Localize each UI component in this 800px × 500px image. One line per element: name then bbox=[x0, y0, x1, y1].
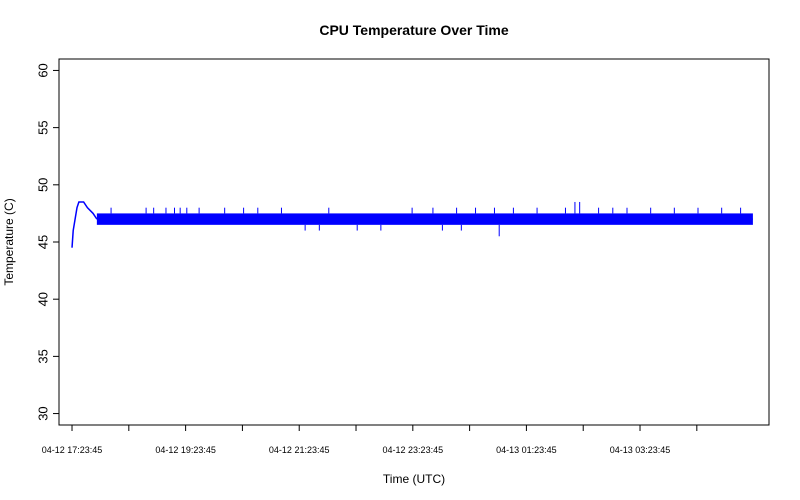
y-tick-label: 40 bbox=[35, 292, 50, 306]
chart-title: CPU Temperature Over Time bbox=[319, 22, 509, 38]
series-warmup-line bbox=[71, 201, 98, 248]
x-axis-label: Time (UTC) bbox=[383, 472, 445, 486]
x-tick-label: 04-12 23:23:45 bbox=[383, 445, 444, 455]
x-axis: 04-12 17:23:45 04-12 19:23:45 04-12 21:23:… bbox=[42, 425, 698, 455]
y-axis-label: Temperature (C) bbox=[2, 198, 16, 285]
y-tick-label: 45 bbox=[35, 235, 50, 249]
y-tick-label: 55 bbox=[35, 120, 50, 134]
y-tick-label: 50 bbox=[35, 178, 50, 192]
series-layer bbox=[71, 201, 753, 248]
plot-frame bbox=[58, 58, 770, 426]
y-tick-label: 60 bbox=[35, 63, 50, 77]
x-tick-label: 04-12 17:23:45 bbox=[42, 445, 103, 455]
y-tick-label: 35 bbox=[35, 349, 50, 363]
x-tick-label: 04-12 19:23:45 bbox=[155, 445, 216, 455]
x-tick-label: 04-13 01:23:45 bbox=[496, 445, 557, 455]
y-axis: 30 35 40 45 50 55 60 bbox=[35, 63, 59, 421]
x-tick-label: 04-12 21:23:45 bbox=[269, 445, 330, 455]
x-tick-label: 04-13 03:23:45 bbox=[610, 445, 671, 455]
y-tick-label: 30 bbox=[35, 406, 50, 420]
